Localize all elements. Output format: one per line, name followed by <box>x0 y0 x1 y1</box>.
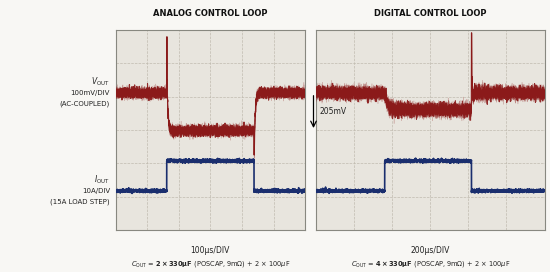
Text: 205mV: 205mV <box>319 107 346 116</box>
Text: 100μs/DIV: 100μs/DIV <box>191 246 230 255</box>
Text: DIGITAL CONTROL LOOP: DIGITAL CONTROL LOOP <box>374 9 487 18</box>
Text: 10A/DIV: 10A/DIV <box>82 188 110 194</box>
Text: ANALOG CONTROL LOOP: ANALOG CONTROL LOOP <box>153 9 268 18</box>
Text: $C_{\mathsf{OUT}}$ = $\mathbf{4\times330\mu F}$ (POSCAP, 9m$\Omega$) + 2 $\times: $C_{\mathsf{OUT}}$ = $\mathbf{4\times330… <box>351 259 510 269</box>
Text: $I_{\mathsf{OUT}}$: $I_{\mathsf{OUT}}$ <box>95 174 110 186</box>
Text: $C_{\mathsf{OUT}}$ = $\mathbf{2\times330\mu F}$ (POSCAP, 9m$\Omega$) + 2 $\times: $C_{\mathsf{OUT}}$ = $\mathbf{2\times330… <box>131 259 290 269</box>
Text: 200μs/DIV: 200μs/DIV <box>411 246 450 255</box>
Text: 100mV/DIV: 100mV/DIV <box>70 90 110 96</box>
Text: (15A LOAD STEP): (15A LOAD STEP) <box>51 199 110 205</box>
Text: (AC-COUPLED): (AC-COUPLED) <box>60 101 110 107</box>
Text: $V_{\mathsf{OUT}}$: $V_{\mathsf{OUT}}$ <box>91 76 110 88</box>
